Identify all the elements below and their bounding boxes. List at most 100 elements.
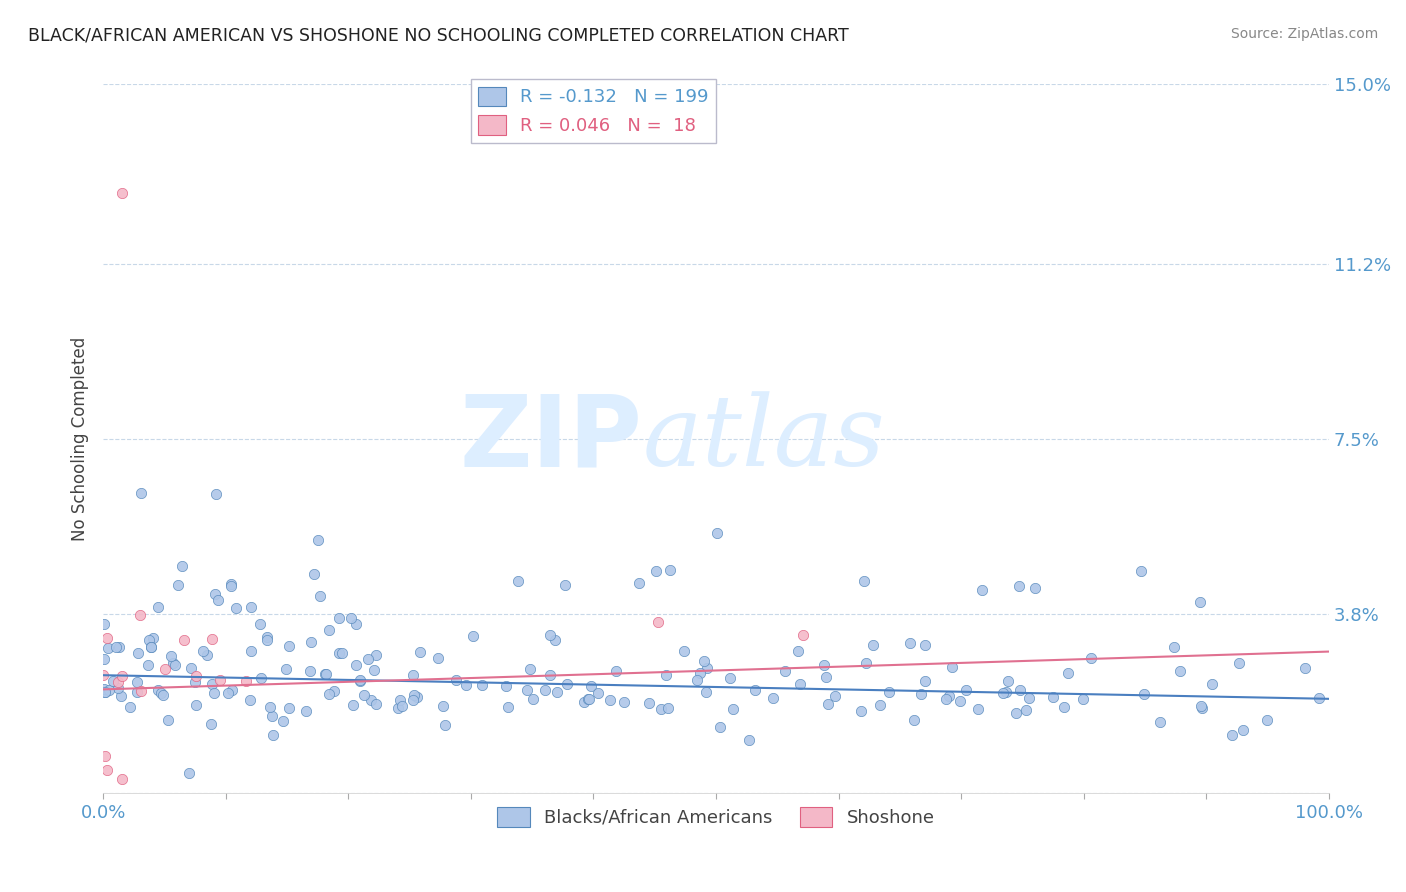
Point: [240, 644, 263, 658]
Point: [299, 634, 322, 648]
Point: [262, 708, 284, 723]
Point: [344, 657, 367, 672]
Point: [318, 624, 340, 638]
Point: [129, 683, 152, 698]
Point: [673, 643, 696, 657]
Point: [183, 674, 205, 689]
Point: [295, 704, 318, 718]
Point: [221, 578, 243, 592]
Point: [342, 698, 364, 712]
Point: [108, 640, 131, 655]
Point: [538, 668, 561, 682]
Point: [357, 652, 380, 666]
Point: [250, 671, 273, 685]
Point: [278, 639, 301, 653]
Point: [315, 666, 337, 681]
Point: [318, 687, 340, 701]
Point: [120, 699, 142, 714]
Point: [180, 661, 202, 675]
Point: [235, 673, 257, 688]
Point: [256, 632, 278, 647]
Point: [156, 713, 179, 727]
Point: [93, 682, 115, 697]
Point: [605, 664, 627, 678]
Point: [1163, 640, 1185, 654]
Point: [495, 679, 517, 693]
Point: [516, 682, 538, 697]
Point: [96, 631, 118, 645]
Point: [201, 632, 224, 646]
Point: [93, 652, 115, 666]
Point: [855, 657, 877, 671]
Point: [773, 664, 796, 678]
Point: [689, 665, 711, 680]
Point: [644, 564, 666, 578]
Point: [127, 675, 149, 690]
Point: [695, 684, 717, 698]
Point: [142, 631, 165, 645]
Point: [1071, 692, 1094, 706]
Point: [910, 687, 932, 701]
Point: [162, 657, 184, 671]
Point: [304, 566, 326, 581]
Point: [110, 186, 132, 201]
Point: [444, 673, 467, 687]
Point: [91, 668, 114, 682]
Point: [221, 577, 243, 591]
Point: [195, 648, 218, 662]
Point: [328, 646, 350, 660]
Point: [391, 699, 413, 714]
Point: [628, 576, 651, 591]
Point: [637, 696, 659, 710]
Point: [207, 593, 229, 607]
Point: [249, 617, 271, 632]
Point: [405, 690, 427, 705]
Point: [401, 668, 423, 682]
Point: [256, 630, 278, 644]
Point: [508, 574, 530, 589]
Point: [307, 533, 329, 548]
Point: [659, 563, 682, 577]
Point: [1008, 579, 1031, 593]
Point: [997, 673, 1019, 688]
Point: [239, 600, 262, 615]
Y-axis label: No Schooling Completed: No Schooling Completed: [72, 337, 89, 541]
Point: [146, 599, 169, 614]
Point: [657, 700, 679, 714]
Point: [696, 661, 718, 675]
Point: [93, 685, 115, 699]
Point: [1189, 699, 1212, 714]
Point: [1018, 690, 1040, 705]
Point: [898, 635, 921, 649]
Point: [852, 574, 875, 589]
Point: [877, 685, 900, 699]
Point: [93, 685, 115, 699]
Point: [349, 674, 371, 689]
Point: [107, 675, 129, 690]
Point: [93, 748, 115, 763]
Point: [869, 698, 891, 712]
Point: [344, 616, 367, 631]
Point: [578, 692, 600, 706]
Point: [1294, 661, 1316, 675]
Point: [366, 648, 388, 663]
Point: [93, 616, 115, 631]
Point: [111, 772, 134, 787]
Point: [148, 682, 170, 697]
Point: [200, 716, 222, 731]
Point: [914, 673, 936, 688]
Point: [1010, 683, 1032, 698]
Point: [205, 486, 228, 500]
Point: [328, 611, 350, 625]
Point: [353, 688, 375, 702]
Point: [225, 601, 247, 615]
Point: [938, 689, 960, 703]
Point: [1130, 565, 1153, 579]
Point: [1220, 728, 1243, 742]
Point: [170, 559, 193, 574]
Point: [165, 657, 187, 672]
Point: [107, 681, 129, 696]
Point: [579, 679, 602, 693]
Point: [138, 633, 160, 648]
Point: [650, 701, 672, 715]
